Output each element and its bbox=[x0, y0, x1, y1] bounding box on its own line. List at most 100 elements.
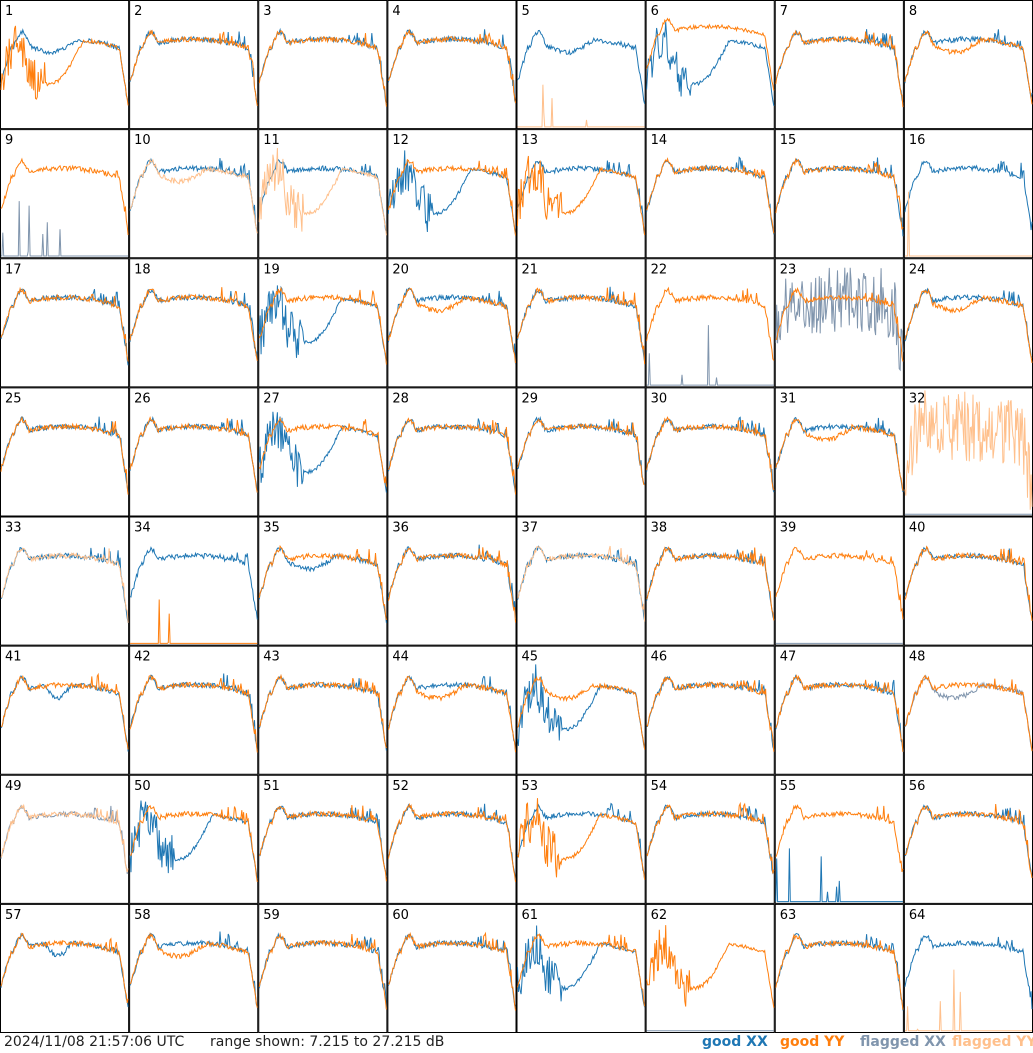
panel-15: 15 bbox=[774, 129, 904, 259]
panel-47: 47 bbox=[774, 645, 904, 775]
xx-series-34 bbox=[129, 546, 258, 620]
panel-10: 10 bbox=[129, 129, 259, 259]
yy-series-59 bbox=[258, 932, 387, 1010]
panel-frame bbox=[903, 516, 1033, 646]
yy-series-44 bbox=[387, 675, 516, 753]
panel-frame bbox=[774, 258, 904, 388]
yy-series-12 bbox=[387, 158, 516, 236]
panel-50: 50 bbox=[129, 774, 259, 904]
panel-43: 43 bbox=[258, 645, 388, 775]
panel-8: 8 bbox=[903, 0, 1033, 130]
yy-series-16 bbox=[904, 191, 1032, 257]
yy-series-9 bbox=[0, 157, 129, 236]
panel-label: 3 bbox=[263, 4, 271, 19]
panel-label: 16 bbox=[909, 133, 926, 148]
yy-series-3 bbox=[258, 30, 387, 107]
yy-series-38 bbox=[646, 546, 775, 621]
panel-frame bbox=[516, 903, 646, 1033]
yy-series-4 bbox=[387, 28, 516, 104]
panel-32: 32 bbox=[903, 387, 1033, 517]
yy-series-36 bbox=[387, 547, 516, 623]
panel-21: 21 bbox=[516, 258, 646, 388]
panel-frame bbox=[903, 129, 1033, 259]
xx-series-50 bbox=[129, 800, 258, 880]
panel-label: 15 bbox=[780, 133, 797, 148]
yy-series-64 bbox=[904, 969, 1032, 1032]
panel-61: 61 bbox=[516, 903, 646, 1033]
panel-13: 13 bbox=[516, 129, 646, 259]
panel-frame bbox=[129, 516, 259, 646]
yy-series-62 bbox=[646, 925, 775, 1008]
panel-label: 63 bbox=[780, 908, 797, 923]
panel-frame bbox=[129, 258, 259, 388]
panel-label: 54 bbox=[651, 779, 668, 794]
panel-23: 23 bbox=[774, 258, 904, 388]
yy-series-30 bbox=[646, 416, 775, 491]
panel-63: 63 bbox=[774, 903, 904, 1033]
panel-7: 7 bbox=[774, 0, 904, 130]
panel-26: 26 bbox=[129, 387, 259, 517]
panel-label: 53 bbox=[522, 779, 539, 794]
panel-41: 41 bbox=[0, 645, 130, 775]
panel-frame bbox=[258, 129, 388, 259]
panel-frame bbox=[387, 258, 517, 388]
panel-label: 30 bbox=[651, 391, 668, 406]
yy-series-63 bbox=[775, 933, 904, 1010]
yy-series-32 bbox=[904, 390, 1033, 510]
panel-label: 34 bbox=[134, 521, 151, 536]
yy-series-22 bbox=[646, 286, 775, 361]
panel-label: 25 bbox=[5, 391, 22, 406]
yy-series-42 bbox=[129, 675, 258, 753]
panel-label: 29 bbox=[522, 391, 539, 406]
yy-series-13 bbox=[517, 155, 646, 236]
yy-series-50 bbox=[129, 804, 258, 882]
panel-frame bbox=[645, 129, 775, 259]
panel-11: 11 bbox=[258, 129, 388, 259]
panel-6: 6 bbox=[645, 0, 775, 130]
panel-label: 59 bbox=[263, 908, 280, 923]
panel-frame bbox=[645, 774, 775, 904]
panel-35: 35 bbox=[258, 516, 388, 646]
panel-label: 60 bbox=[392, 908, 409, 923]
panel-59: 59 bbox=[258, 903, 388, 1033]
panel-label: 38 bbox=[651, 521, 668, 536]
panel-label: 61 bbox=[522, 908, 539, 923]
xx-series-45 bbox=[517, 664, 646, 749]
panel-frame bbox=[903, 903, 1033, 1033]
panel-frame bbox=[0, 516, 130, 646]
panel-frame bbox=[903, 774, 1033, 904]
panel-label: 27 bbox=[263, 391, 280, 406]
xx-series-5 bbox=[517, 29, 646, 104]
panel-frame bbox=[774, 645, 904, 775]
xx-series-35 bbox=[258, 547, 387, 624]
yy-series-51 bbox=[258, 805, 387, 882]
panel-label: 52 bbox=[392, 779, 409, 794]
xx-series-7 bbox=[775, 29, 904, 104]
xx-series-11 bbox=[258, 158, 387, 232]
panel-22: 22 bbox=[645, 258, 775, 388]
panel-label: 26 bbox=[134, 391, 151, 406]
panel-frame bbox=[774, 516, 904, 646]
panel-label: 45 bbox=[522, 650, 539, 665]
panel-label: 5 bbox=[522, 4, 530, 19]
panel-56: 56 bbox=[903, 774, 1033, 904]
xx-series-49 bbox=[0, 804, 129, 875]
xx-series-1 bbox=[0, 28, 129, 103]
panel-57: 57 bbox=[0, 903, 130, 1033]
yy-series-28 bbox=[387, 417, 516, 495]
panel-49: 49 bbox=[0, 774, 130, 904]
panel-frame bbox=[774, 0, 904, 130]
yy-series-19 bbox=[258, 286, 387, 365]
panel-label: 36 bbox=[392, 521, 409, 536]
panel-label: 24 bbox=[909, 262, 926, 277]
panel-label: 9 bbox=[5, 133, 13, 148]
panel-label: 46 bbox=[651, 650, 668, 665]
panel-5: 5 bbox=[516, 0, 646, 130]
panel-33: 33 bbox=[0, 516, 130, 646]
yy-series-41 bbox=[0, 672, 129, 750]
range-label: range shown: 7.215 to 27.215 dB bbox=[210, 1034, 445, 1050]
panel-frame bbox=[0, 774, 130, 904]
panel-frame bbox=[387, 387, 517, 517]
panel-28: 28 bbox=[387, 387, 517, 517]
xx-series-54 bbox=[646, 804, 775, 875]
